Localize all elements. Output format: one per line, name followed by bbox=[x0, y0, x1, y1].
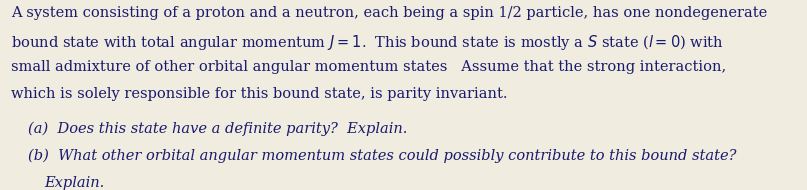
Text: A system consisting of a proton and a neutron, each being a spin 1/2 particle, h: A system consisting of a proton and a ne… bbox=[11, 6, 767, 20]
Text: (b)  What other orbital angular momentum states could possibly contribute to thi: (b) What other orbital angular momentum … bbox=[28, 149, 737, 163]
Text: bound state with total angular momentum $J = 1$.  This bound state is mostly a $: bound state with total angular momentum … bbox=[11, 33, 724, 52]
Text: which is solely responsible for this bound state, is parity invariant.: which is solely responsible for this bou… bbox=[11, 87, 508, 101]
Text: small admixture of other orbital angular momentum states   Assume that the stron: small admixture of other orbital angular… bbox=[11, 60, 726, 74]
Text: Explain.: Explain. bbox=[44, 176, 105, 190]
Text: (a)  Does this state have a definite parity?  Explain.: (a) Does this state have a definite pari… bbox=[28, 122, 408, 136]
